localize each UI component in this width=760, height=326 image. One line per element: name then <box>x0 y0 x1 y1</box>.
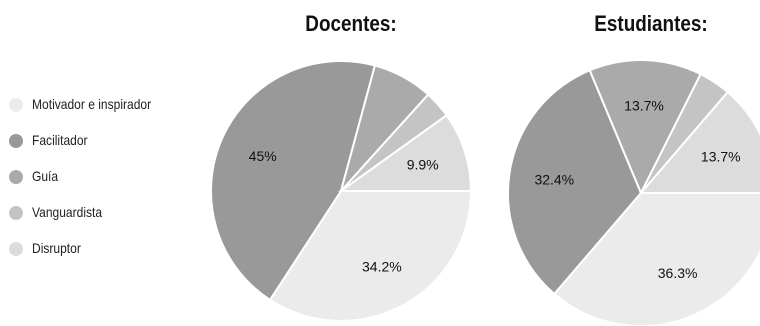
legend-swatch-facilitador <box>9 134 23 148</box>
chart-title-docentes: Docentes: <box>305 12 396 37</box>
pie-slice-docentes-facilitador <box>210 60 377 302</box>
data-label-docentes-motivador: 34.2% <box>362 258 402 274</box>
pie-slice-estudiantes-facilitador <box>507 68 643 296</box>
legend-swatch-motivador <box>9 98 23 112</box>
pie-slice-estudiantes-disruptor <box>638 90 760 194</box>
legend-swatch-vanguardista <box>9 206 23 220</box>
pie-slice-estudiantes-guia <box>588 59 702 196</box>
legend-label-guia: Guía <box>32 168 59 184</box>
legend-label-facilitador: Facilitador <box>32 132 88 148</box>
legend-swatch-disruptor <box>9 242 23 256</box>
pie-docentes: 34.2% 45% 9.9% <box>210 60 473 322</box>
data-label-estudiantes-facilitador: 32.4% <box>534 171 574 187</box>
legend-label-motivador: Motivador e inspirador <box>32 96 152 112</box>
data-label-estudiantes-guia: 13.7% <box>624 97 664 113</box>
pie-slice-estudiantes-motivador <box>552 192 760 326</box>
data-label-docentes-facilitador: 45% <box>249 148 277 164</box>
data-label-estudiantes-disruptor: 13.7% <box>701 148 741 164</box>
pie-estudiantes: 36.3% 32.4% 13.7% 13.7% <box>507 59 760 326</box>
legend-label-vanguardista: Vanguardista <box>32 204 103 220</box>
legend-swatch-guia <box>9 170 23 184</box>
data-label-estudiantes-motivador: 36.3% <box>658 265 698 281</box>
chart-title-estudiantes: Estudiantes: <box>594 12 707 37</box>
pie-slice-docentes-disruptor <box>337 113 473 192</box>
legend-label-disruptor: Disruptor <box>32 240 81 256</box>
data-label-docentes-disruptor: 9.9% <box>407 157 439 173</box>
